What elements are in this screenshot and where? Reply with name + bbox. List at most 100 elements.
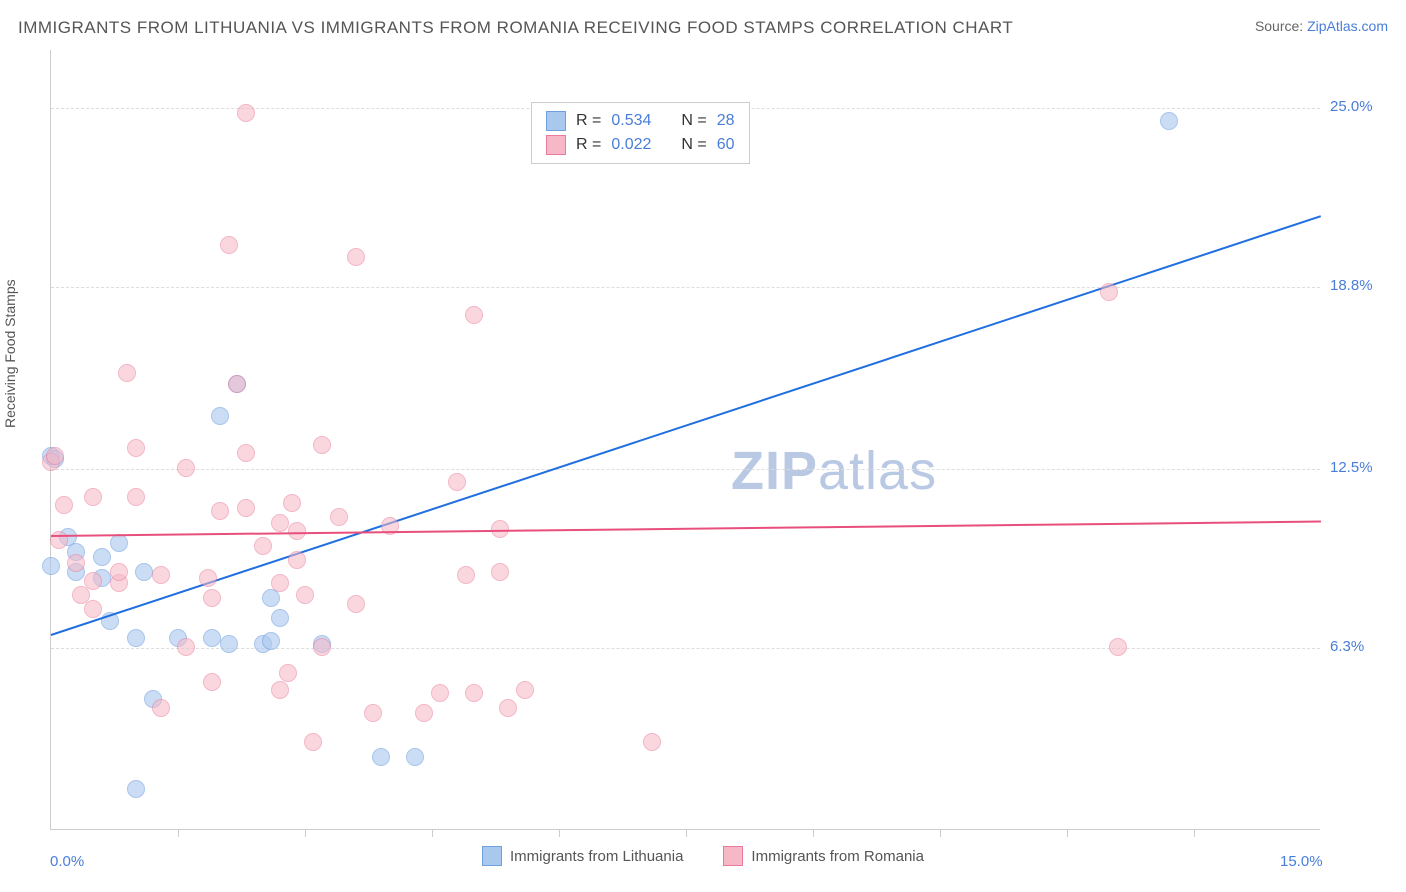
data-point [330,508,348,526]
legend-swatch [546,135,566,155]
data-point [1160,112,1178,130]
data-point [42,557,60,575]
data-point [372,748,390,766]
data-point [135,563,153,581]
data-point [448,473,466,491]
data-point [237,499,255,517]
legend-r-value: 0.534 [611,112,651,130]
data-point [364,704,382,722]
data-point [1100,283,1118,301]
correlation-legend: R = 0.534 N = 28 R =0.022N =60 [531,102,750,164]
data-point [347,248,365,266]
data-point [279,664,297,682]
data-point [296,586,314,604]
grid-line-horizontal [51,287,1320,288]
data-point [271,514,289,532]
x-tick [432,829,433,837]
series-legend-label: Immigrants from Romania [751,848,924,865]
x-tick [813,829,814,837]
data-point [288,551,306,569]
legend-n-value: 28 [717,112,735,130]
data-point [491,563,509,581]
source-link[interactable]: ZipAtlas.com [1307,18,1388,34]
data-point [127,439,145,457]
watermark: ZIPatlas [731,440,937,502]
data-point [50,531,68,549]
legend-swatch [723,846,743,866]
watermark-bold: ZIP [731,441,818,501]
data-point [110,563,128,581]
series-legend-item: Immigrants from Romania [723,846,924,866]
data-point [84,572,102,590]
x-tick [305,829,306,837]
y-tick-label: 6.3% [1330,638,1390,655]
source-prefix: Source: [1255,18,1307,34]
x-axis-label: 0.0% [50,853,84,870]
regression-line [51,521,1321,537]
data-point [516,681,534,699]
data-point [46,447,64,465]
data-point [431,684,449,702]
x-tick [686,829,687,837]
data-point [271,681,289,699]
y-tick-label: 12.5% [1330,459,1390,476]
data-point [118,364,136,382]
data-point [177,459,195,477]
data-point [457,566,475,584]
legend-r-value: 0.022 [611,136,651,154]
data-point [220,236,238,254]
x-tick [940,829,941,837]
data-point [262,632,280,650]
regression-line [51,215,1322,636]
data-point [127,629,145,647]
data-point [415,704,433,722]
series-legend-label: Immigrants from Lithuania [510,848,683,865]
legend-swatch [482,846,502,866]
legend-n-label: N = [681,112,706,130]
data-point [93,548,111,566]
data-point [203,673,221,691]
x-tick [178,829,179,837]
data-point [203,629,221,647]
data-point [1109,638,1127,656]
data-point [199,569,217,587]
data-point [465,684,483,702]
data-point [271,609,289,627]
legend-row: R = 0.534 N = 28 [546,109,735,133]
data-point [127,780,145,798]
data-point [465,306,483,324]
scatter-chart: ZIPatlas R =0.534N =28R =0.022N =60 6.3%… [50,50,1320,830]
legend-swatch [546,111,566,131]
data-point [177,638,195,656]
data-point [228,375,246,393]
data-point [84,488,102,506]
data-point [67,554,85,572]
data-point [304,733,322,751]
data-point [313,638,331,656]
y-axis-label: Receiving Food Stamps [2,279,18,428]
data-point [313,436,331,454]
data-point [254,537,272,555]
series-legend-item: Immigrants from Lithuania [482,846,683,866]
grid-line-horizontal [51,648,1320,649]
data-point [271,574,289,592]
grid-line-horizontal [51,469,1320,470]
x-tick [1194,829,1195,837]
x-tick [1067,829,1068,837]
legend-row: R =0.022N =60 [546,133,735,157]
legend-n-value: 60 [717,136,735,154]
data-point [127,488,145,506]
legend-r-label: R = [576,112,601,130]
data-point [220,635,238,653]
x-axis-label: 15.0% [1280,853,1323,870]
data-point [211,407,229,425]
data-point [152,566,170,584]
chart-title: IMMIGRANTS FROM LITHUANIA VS IMMIGRANTS … [18,18,1013,38]
data-point [152,699,170,717]
data-point [643,733,661,751]
data-point [499,699,517,717]
y-tick-label: 25.0% [1330,98,1390,115]
series-legend: Immigrants from Lithuania Immigrants from… [0,846,1406,870]
data-point [347,595,365,613]
data-point [84,600,102,618]
